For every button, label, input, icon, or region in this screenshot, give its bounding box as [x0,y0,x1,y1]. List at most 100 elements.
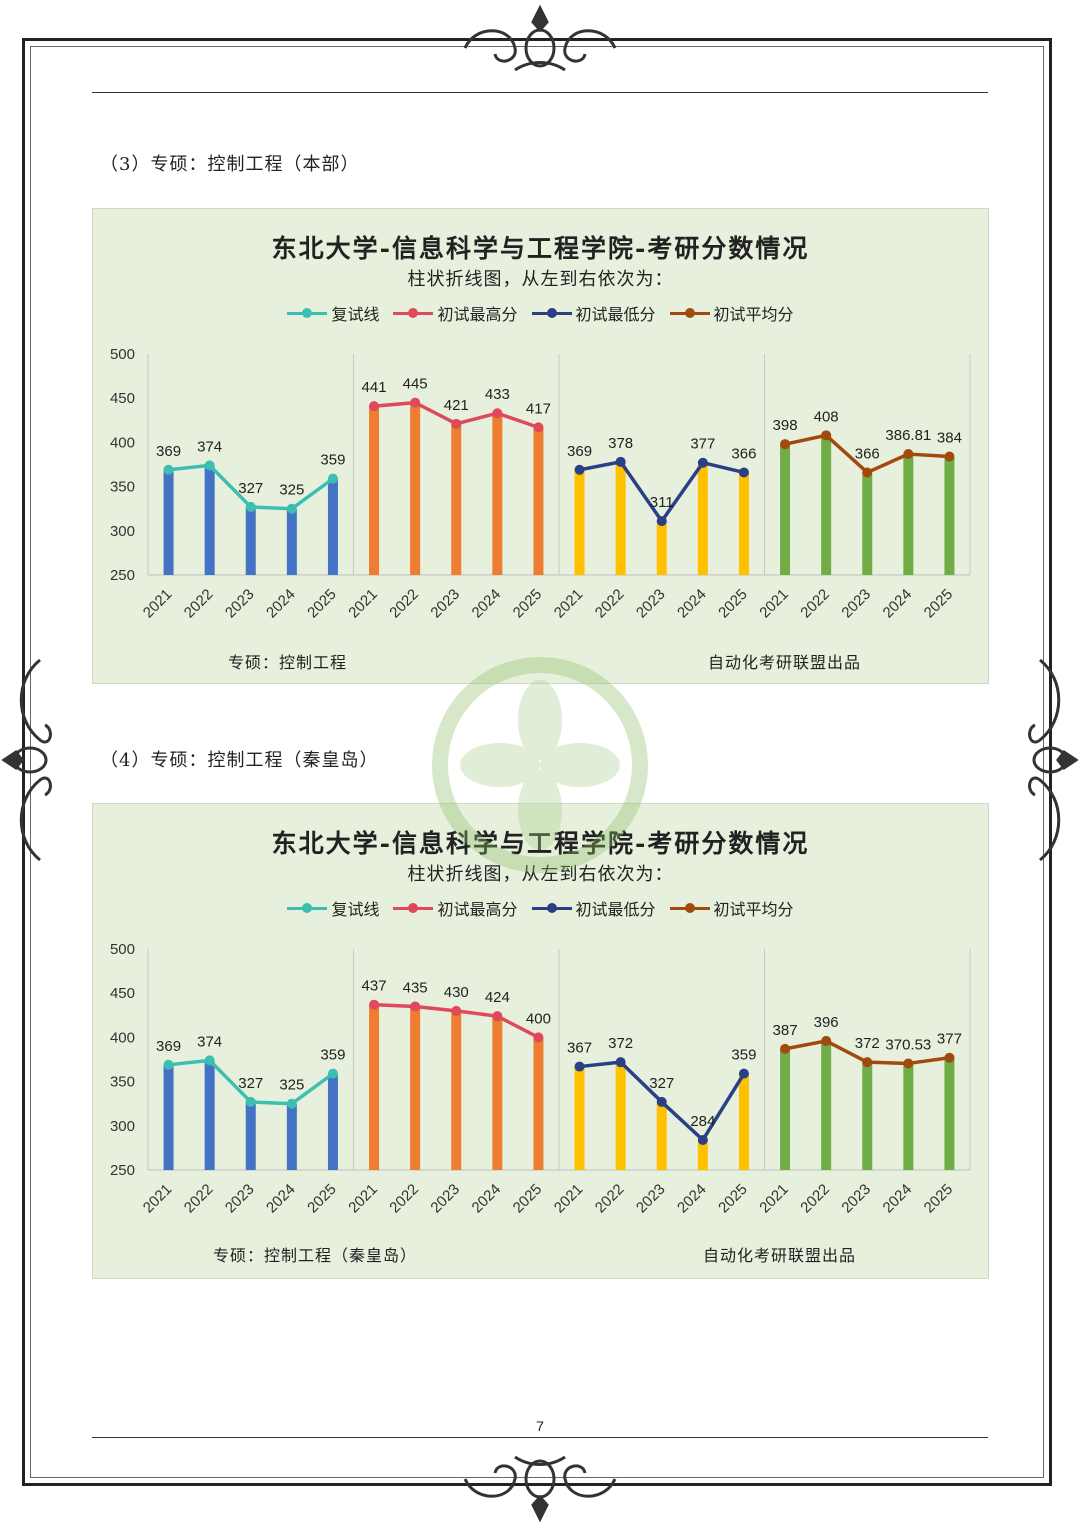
data-label: 325 [279,1077,304,1094]
data-label: 370.53 [885,1036,931,1053]
data-point [780,439,791,450]
data-label: 327 [238,480,263,497]
x-tick-label: 2022 [386,586,422,622]
bar [574,1066,585,1170]
legend-label: 初试平均分 [713,305,794,324]
data-point [821,430,832,441]
data-point [245,1096,256,1107]
bar [492,413,503,575]
left-ornament-icon [1,658,52,862]
y-tick-label: 450 [110,985,135,1002]
bar [862,1062,873,1170]
chart-title: 东北大学-信息科学与工程学院-考研分数情况 [93,824,988,860]
chart-legend: 复试线 初试最高分 初试最低分 初试平均分 [93,301,988,325]
top-ornament-icon [463,4,617,72]
y-tick-label: 250 [110,567,135,584]
chart-footer-program: 专硕：控制工程（秦皇岛） [213,1246,418,1265]
x-tick-label: 2022 [592,586,628,622]
chart-legend: 复试线 初试最高分 初试最低分 初试平均分 [93,896,988,920]
data-label: 437 [362,978,387,995]
x-tick-label: 2021 [551,1181,587,1217]
data-label: 367 [567,1040,592,1057]
legend-label: 初试最高分 [437,900,518,919]
bar [204,1060,215,1170]
bar [369,1004,380,1170]
data-point [286,503,297,514]
x-tick-label: 2021 [756,1181,792,1217]
data-label: 369 [156,1038,181,1055]
bar [163,1064,174,1170]
x-tick-label: 2025 [715,1181,751,1217]
x-tick-label: 2021 [756,586,792,622]
data-label: 421 [444,397,469,414]
data-point [615,456,626,467]
data-label: 325 [279,482,304,499]
legend-swatch-icon [287,306,328,320]
bar [451,423,462,575]
data-point [369,999,380,1010]
x-tick-label: 2025 [510,1181,546,1217]
legend-label: 初试最低分 [575,305,656,324]
legend-swatch-icon [287,901,328,915]
data-label: 430 [444,984,469,1001]
data-point [204,460,215,471]
data-label: 441 [362,379,387,396]
data-point [738,467,749,478]
data-point [821,1035,832,1046]
data-point [656,516,667,527]
bar [780,1048,791,1170]
bar [944,1057,955,1170]
x-tick-label: 2023 [427,586,463,622]
x-tick-label: 2023 [838,1181,874,1217]
data-point [862,467,873,478]
x-tick-label: 2022 [797,1181,833,1217]
bar [697,462,708,575]
legend-item: 复试线 [287,896,379,920]
x-tick-label: 2025 [921,586,957,622]
data-label: 374 [197,1033,222,1050]
data-label: 377 [937,1031,962,1048]
data-point [492,1011,503,1022]
bar [903,454,914,575]
legend-item: 初试最低分 [531,301,656,325]
right-ornament-icon [1028,658,1079,862]
data-point [862,1057,873,1068]
bar [821,435,832,575]
bar [286,1103,297,1170]
legend-item: 初试平均分 [669,301,794,325]
data-label: 417 [526,400,551,417]
page-border-outer [22,38,1052,1486]
x-tick-label: 2025 [510,586,546,622]
data-label: 433 [485,386,510,403]
bar [944,456,955,575]
bar [533,427,544,575]
y-tick-label: 350 [110,479,135,496]
x-tick-label: 2024 [469,1181,505,1217]
legend-swatch-icon [393,306,434,320]
data-point [451,418,462,429]
data-point [327,473,338,484]
chart-panel: 东北大学-信息科学与工程学院-考研分数情况 柱状折线图，从左到右依次为： 复试线… [92,208,989,684]
y-tick-label: 250 [110,1162,135,1179]
bar [697,1139,708,1170]
footer-rule [92,1437,988,1438]
bar [245,506,256,575]
data-point [163,1059,174,1070]
data-label: 377 [690,436,715,453]
data-point [286,1098,297,1109]
chart-footer-credit: 自动化考研联盟出品 [708,653,862,672]
chart-plot: 250 300 350 400 450 500 369 2021 374 2022 327 2023 3… [110,346,971,622]
bar [780,444,791,575]
data-label: 398 [773,417,798,434]
data-label: 359 [731,1047,756,1064]
bar [286,508,297,575]
data-point [574,1061,585,1072]
x-tick-label: 2023 [633,586,669,622]
data-label: 366 [731,445,756,462]
data-point [410,1001,421,1012]
legend-swatch-icon [531,306,572,320]
data-label: 374 [197,438,222,455]
bar [369,406,380,575]
data-point [163,464,174,475]
data-label: 386.81 [885,427,931,444]
